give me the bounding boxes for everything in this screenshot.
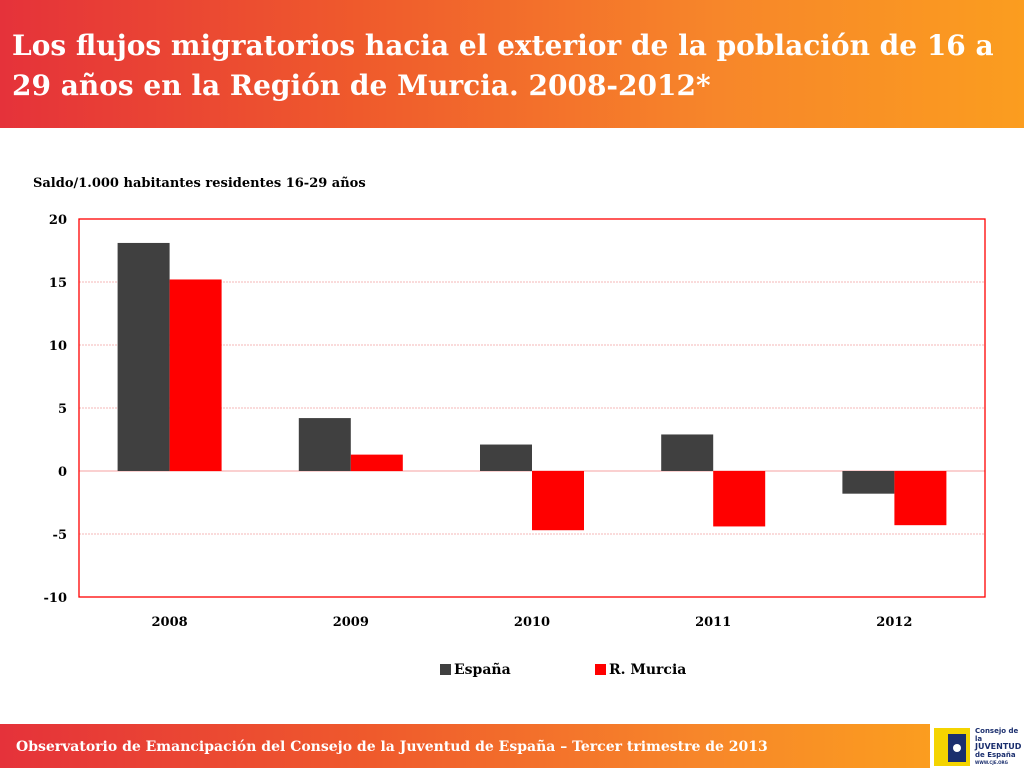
bar-murcia-2012: [894, 471, 947, 526]
cje-logo-icon: [934, 728, 970, 766]
x-tick-label-2010: 2010: [514, 615, 550, 630]
y-tick-label: -10: [44, 591, 68, 606]
x-tick-label-2009: 2009: [333, 615, 369, 630]
y-tick-label: 15: [49, 276, 67, 291]
x-tick-label-2012: 2012: [876, 615, 912, 630]
bar-espana-2012: [842, 471, 895, 494]
bar-murcia-2010: [532, 471, 584, 531]
y-tick-label: -5: [53, 528, 67, 543]
logo-line1: Consejo de la: [975, 727, 1019, 743]
cje-logo: Consejo de la JUVENTUD de España WWW.CJE…: [930, 724, 1024, 768]
plot-area-border: [78, 218, 986, 598]
bar-murcia-2008: [169, 279, 222, 471]
logo-url: WWW.CJE.ORG: [975, 760, 1008, 765]
legend-swatch-murcia: [595, 664, 606, 675]
y-tick-label: 0: [58, 465, 67, 480]
legend-label-murcia: R. Murcia: [609, 662, 687, 678]
x-tick-label-2008: 2008: [152, 615, 188, 630]
logo-line2: JUVENTUD: [975, 742, 1022, 751]
legend-item-espana: España: [440, 662, 511, 678]
legend-item-murcia: R. Murcia: [595, 662, 686, 678]
footer-banner: Observatorio de Emancipación del Consejo…: [0, 724, 930, 768]
y-tick-label: 5: [58, 402, 67, 417]
legend-label-espana: España: [454, 662, 511, 678]
logo-line3: de España: [975, 751, 1016, 759]
footer-text: Observatorio de Emancipación del Consejo…: [16, 739, 768, 755]
cje-logo-text: Consejo de la JUVENTUD de España WWW.CJE…: [975, 727, 1024, 767]
y-tick-label: 10: [49, 339, 67, 354]
bar-murcia-2009: [350, 454, 403, 471]
y-axis-label: Saldo/1.000 habitantes residentes 16-29 …: [33, 176, 366, 191]
bar-murcia-2011: [713, 471, 766, 527]
x-tick-label-2011: 2011: [695, 615, 731, 630]
y-tick-label: 20: [49, 213, 67, 228]
bar-espana-2011: [661, 434, 714, 471]
bar-espana-2009: [298, 418, 351, 471]
title-banner: Los flujos migratorios hacia el exterior…: [0, 0, 1024, 128]
legend-swatch-espana: [440, 664, 451, 675]
bar-chart: 20 15 10 5 0 -5 -10 2008 2009 2010 2011 2012: [44, 213, 986, 630]
page-title: Los flujos migratorios hacia el exterior…: [12, 29, 994, 102]
bar-espana-2008: [117, 242, 170, 471]
bar-espana-2010: [480, 444, 532, 471]
